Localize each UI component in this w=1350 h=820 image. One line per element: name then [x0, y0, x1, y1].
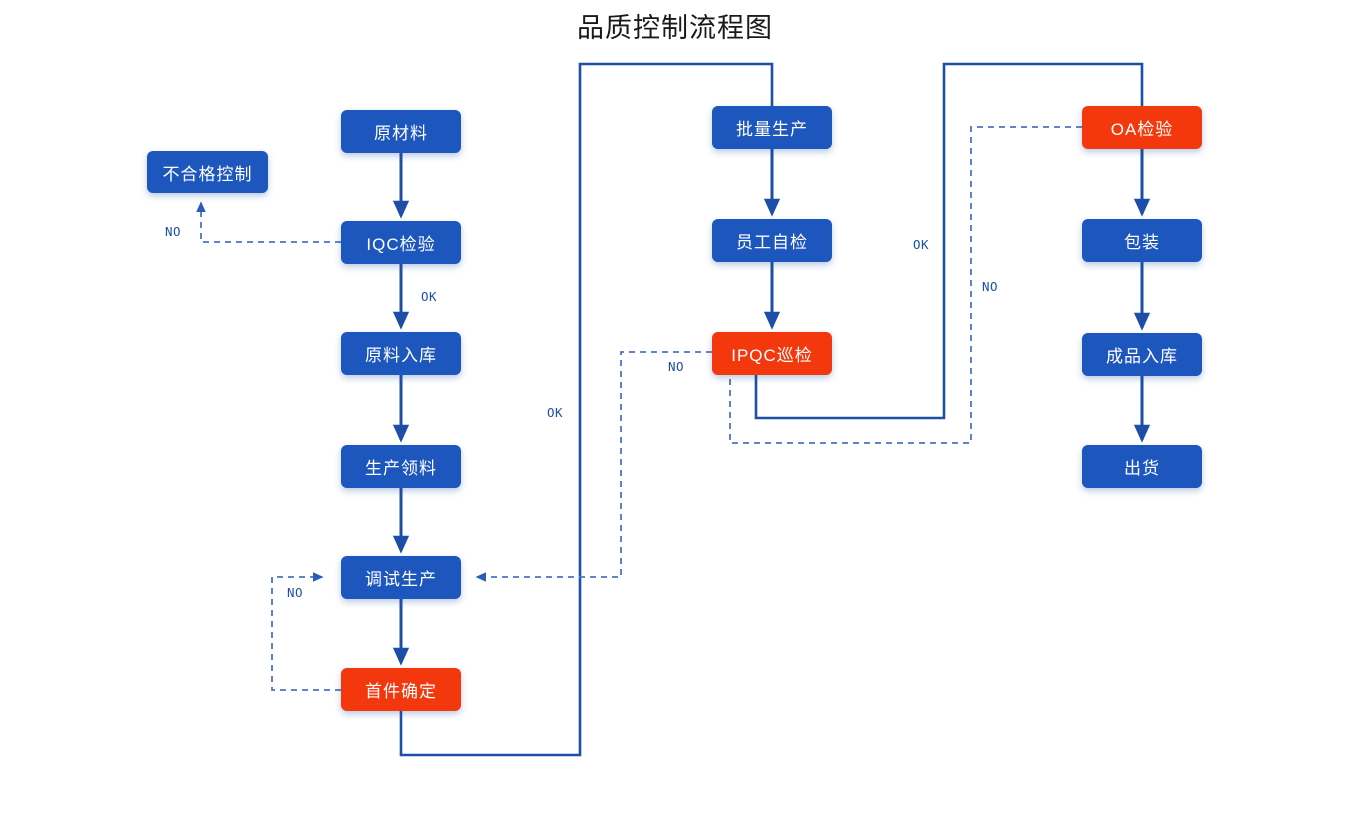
edge-label-first-article-ok: OK — [547, 405, 564, 420]
node-ipqc-patrol[interactable]: IPQC巡检 — [712, 332, 832, 375]
node-production-picking[interactable]: 生产领料 — [341, 445, 461, 488]
node-employee-self-check[interactable]: 员工自检 — [712, 219, 832, 262]
edge-ipqc-no-to-trial — [475, 351, 712, 582]
node-label: IPQC巡检 — [731, 346, 813, 365]
node-label: 成品入库 — [1106, 347, 1178, 366]
node-label: 调试生产 — [365, 570, 437, 589]
node-label: 包装 — [1124, 233, 1160, 252]
node-label: 员工自检 — [736, 233, 808, 252]
node-first-article-confirmation[interactable]: 首件确定 — [341, 668, 461, 711]
node-shipment[interactable]: 出货 — [1082, 445, 1202, 488]
edge-label-ipqc-ok: OK — [913, 237, 930, 252]
edge-label-iqc-ok: OK — [421, 289, 438, 304]
edge-ipqc-ok-to-oa — [754, 62, 1144, 420]
node-material-warehousing[interactable]: 原料入库 — [341, 332, 461, 375]
node-label: 生产领料 — [365, 459, 437, 478]
edge-iqc-to-nonconform — [196, 201, 341, 243]
node-oa-inspection[interactable]: OA检验 — [1082, 106, 1202, 149]
node-label: IQC检验 — [366, 235, 436, 254]
node-label: 首件确定 — [365, 682, 437, 701]
edge-label-iqc-no: NO — [165, 224, 182, 239]
edge-first-no-to-trial — [271, 572, 341, 691]
node-packaging[interactable]: 包装 — [1082, 219, 1202, 262]
node-finished-goods-warehousing[interactable]: 成品入库 — [1082, 333, 1202, 376]
node-nonconforming-control[interactable]: 不合格控制 — [147, 151, 268, 193]
node-label: 原材料 — [374, 124, 428, 143]
edge-label-ipqc-no: NO — [668, 359, 685, 374]
edge-first-ok-to-mass — [399, 62, 774, 757]
node-label: OA检验 — [1110, 120, 1174, 139]
node-label: 不合格控制 — [162, 164, 253, 184]
page-title: 品质控制流程图 — [577, 13, 773, 43]
node-raw-material[interactable]: 原材料 — [341, 110, 461, 153]
node-label: 出货 — [1124, 459, 1160, 478]
edge-label-first-article-no: NO — [287, 585, 304, 600]
node-label: 原料入库 — [365, 346, 437, 365]
edge-label-oa-no: NO — [982, 279, 999, 294]
node-label: 批量生产 — [736, 120, 808, 139]
node-mass-production[interactable]: 批量生产 — [712, 106, 832, 149]
edge-oa-no-to-ipqc — [729, 126, 1082, 444]
node-iqc-inspection[interactable]: IQC检验 — [341, 221, 461, 264]
node-trial-production[interactable]: 调试生产 — [341, 556, 461, 599]
